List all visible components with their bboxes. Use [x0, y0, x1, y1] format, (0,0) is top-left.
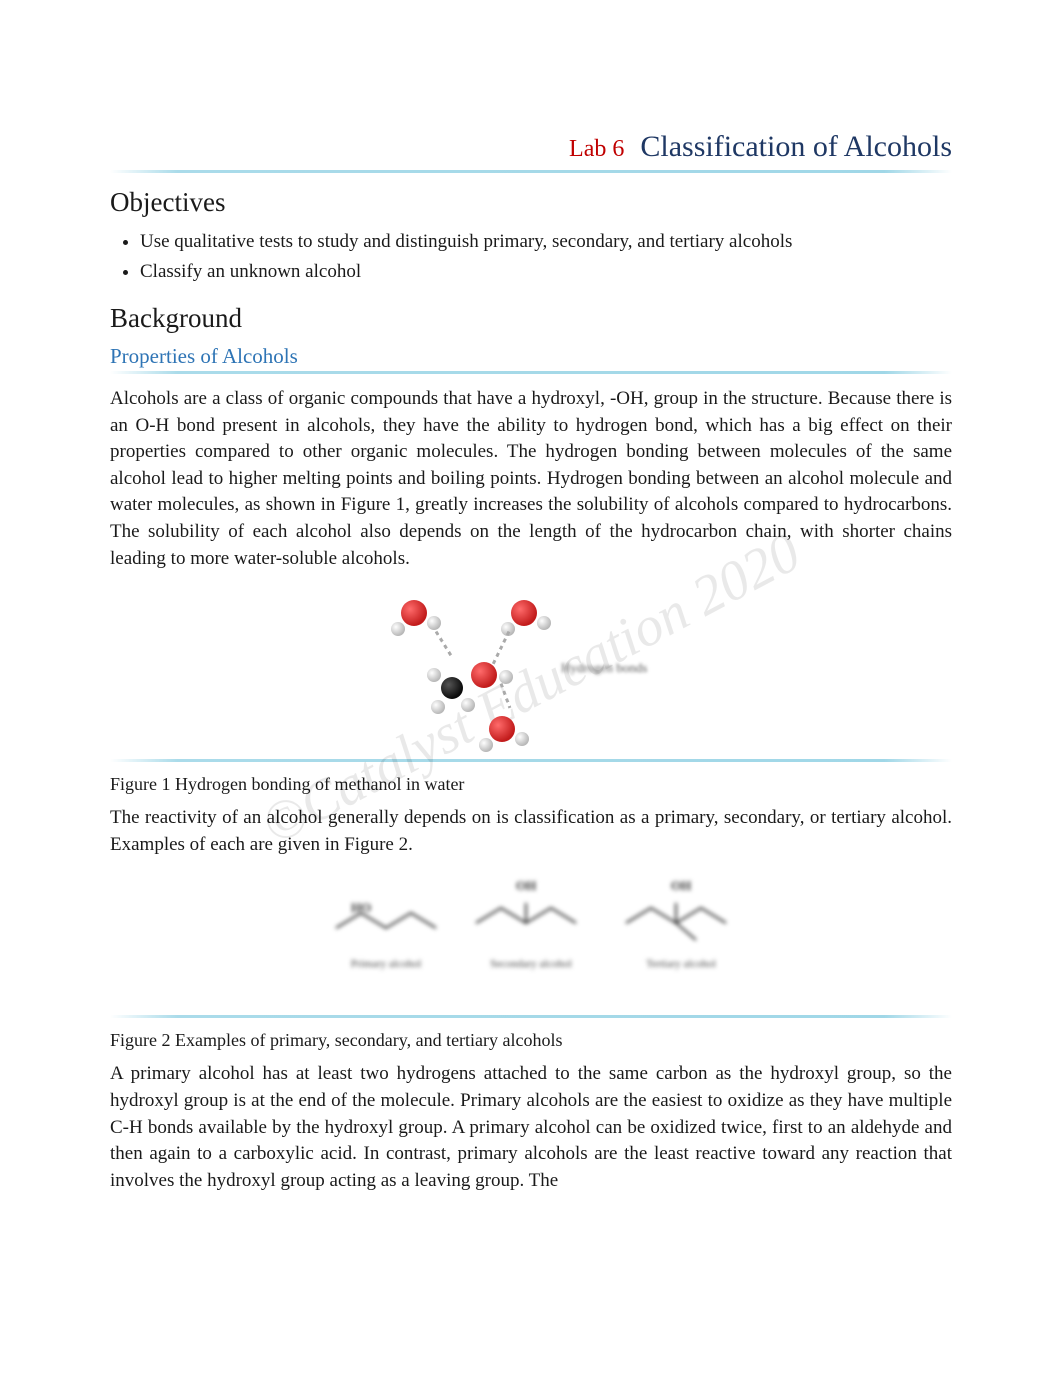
- figure-rule: [110, 1015, 952, 1018]
- tertiary-label: Tertiary alcohol: [636, 958, 726, 970]
- page: ©Catalyst Education 2020 Lab 6 Classific…: [0, 0, 1062, 1377]
- paragraph: A primary alcohol has at least two hydro…: [110, 1061, 952, 1194]
- lab-number: Lab 6: [569, 136, 624, 162]
- hydrogen-bond-label: Hydrogen bonds: [561, 660, 647, 676]
- objectives-list: Use qualitative tests to study and disti…: [140, 228, 952, 285]
- lab-title: Classification of Alcohols: [640, 130, 952, 163]
- figure-2-diagram: HO Primary alcohol OH Secondary alcohol …: [301, 868, 761, 1008]
- figure-2: HO Primary alcohol OH Secondary alcohol …: [110, 868, 952, 1013]
- figure-1-caption: Figure 1 Hydrogen bonding of methanol in…: [110, 774, 952, 795]
- properties-heading: Properties of Alcohols: [110, 344, 952, 369]
- figure-2-caption: Figure 2 Examples of primary, secondary,…: [110, 1030, 952, 1051]
- document-title: Lab 6 Classification of Alcohols: [110, 130, 952, 168]
- title-rule: [110, 170, 952, 173]
- objectives-heading: Objectives: [110, 187, 952, 218]
- list-item: Classify an unknown alcohol: [140, 258, 952, 286]
- list-item: Use qualitative tests to study and disti…: [140, 228, 952, 256]
- paragraph: Alcohols are a class of organic compound…: [110, 386, 952, 572]
- secondary-label: Secondary alcohol: [486, 958, 576, 970]
- subsection-rule: [110, 371, 952, 374]
- figure-1: Hydrogen bonds: [110, 582, 952, 757]
- background-heading: Background: [110, 303, 952, 334]
- primary-label: Primary alcohol: [341, 958, 431, 970]
- figure-1-diagram: Hydrogen bonds: [361, 582, 701, 752]
- figure-rule: [110, 759, 952, 762]
- paragraph: The reactivity of an alcohol generally d…: [110, 805, 952, 858]
